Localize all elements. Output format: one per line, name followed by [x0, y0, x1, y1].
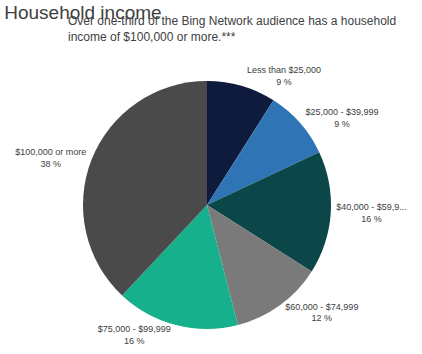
svg-text:Household income: Household income	[4, 2, 161, 23]
svg-text:$40,000 - $59,9...16 %: $40,000 - $59,9...16 %	[336, 202, 407, 224]
svg-text:Over one-third of the Bing Net: Over one-third of the Bing Network audie…	[68, 14, 396, 44]
svg-text:$100,000 or more38 %: $100,000 or more38 %	[15, 147, 86, 169]
svg-text:$25,000 - $39,9999 %: $25,000 - $39,9999 %	[305, 107, 378, 129]
svg-text:$60,000 - $74,99912 %: $60,000 - $74,99912 %	[285, 302, 358, 324]
svg-text:$75,000 - $99,99916 %: $75,000 - $99,99916 %	[98, 324, 171, 346]
svg-text:Less than $25,0009 %: Less than $25,0009 %	[247, 65, 321, 87]
